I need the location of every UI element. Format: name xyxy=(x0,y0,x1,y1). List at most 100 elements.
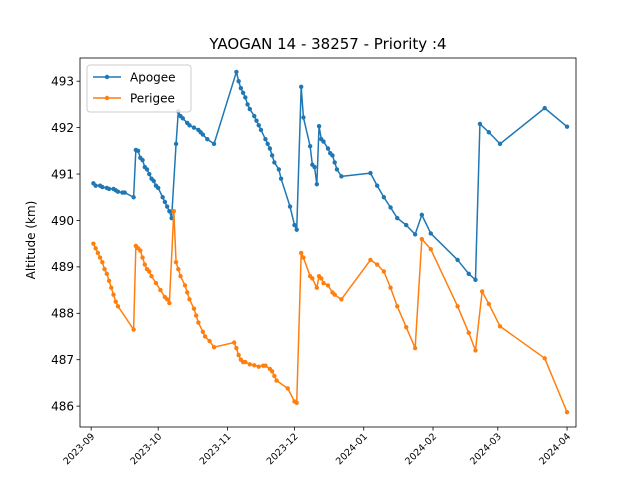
perigee-point-35 xyxy=(196,320,201,325)
apogee-point-37 xyxy=(200,132,206,137)
apogee-point-48 xyxy=(254,118,259,123)
perigee-line xyxy=(92,210,568,413)
perigee-point-15 xyxy=(138,248,143,253)
apogee-point-55 xyxy=(272,160,277,165)
apogee-point-90 xyxy=(497,141,503,147)
perigee-point-25 xyxy=(167,300,172,306)
perigee-point-39 xyxy=(211,344,217,350)
perigee-point-59 xyxy=(301,255,306,260)
perigee-point-77 xyxy=(419,236,425,242)
apogee-point-45 xyxy=(245,102,250,107)
perigee-point-55 xyxy=(285,386,290,391)
perigee-point-2 xyxy=(95,250,101,256)
perigee-point-47 xyxy=(252,363,257,368)
apogee-point-40 xyxy=(234,69,239,75)
apogee-point-80 xyxy=(395,215,400,221)
apogee-point-82 xyxy=(412,232,418,237)
apogee-point-22 xyxy=(156,185,161,191)
perigee-point-12 xyxy=(131,327,136,332)
apogee-point-72 xyxy=(330,153,335,158)
apogee-point-31 xyxy=(180,116,185,121)
plot-frame xyxy=(79,57,577,428)
perigee-point-76 xyxy=(412,345,418,351)
perigee-point-85 xyxy=(542,356,547,361)
perigee-point-17 xyxy=(142,262,147,267)
perigee-point-62 xyxy=(314,285,320,290)
apogee-point-60 xyxy=(294,227,299,232)
apogee-point-74 xyxy=(334,167,340,172)
apogee-point-43 xyxy=(240,90,246,96)
apogee-point-49 xyxy=(256,123,261,128)
perigee-point-71 xyxy=(374,262,380,267)
apogee-point-87 xyxy=(473,277,478,283)
perigee-point-5 xyxy=(102,266,107,272)
perigee-point-74 xyxy=(395,304,400,309)
perigee-point-66 xyxy=(325,283,331,288)
x-tick-label-6: 2024-03 xyxy=(468,431,504,467)
x-tick-label-5: 2024-02 xyxy=(403,431,439,467)
apogee-point-78 xyxy=(381,195,387,200)
apogee-point-89 xyxy=(486,130,492,135)
apogee-point-69 xyxy=(321,139,326,144)
apogee-point-57 xyxy=(278,176,284,181)
perigee-point-30 xyxy=(182,283,188,288)
perigee-point-86 xyxy=(564,409,570,415)
apogee-point-3 xyxy=(100,184,105,190)
apogee-point-83 xyxy=(419,212,425,218)
apogee-point-34 xyxy=(191,125,197,130)
apogee-point-5 xyxy=(106,186,112,192)
apogee-point-53 xyxy=(267,146,273,151)
apogee-point-70 xyxy=(325,146,331,151)
apogee-point-18 xyxy=(147,171,152,177)
perigee-point-82 xyxy=(479,289,485,294)
apogee-point-59 xyxy=(292,222,297,228)
perigee-point-3 xyxy=(97,255,103,260)
y-tick-label-0: 486 xyxy=(51,399,74,413)
apogee-series xyxy=(91,69,570,283)
x-tick-label-1: 2023-10 xyxy=(128,431,164,467)
perigee-point-80 xyxy=(466,330,471,335)
apogee-point-65 xyxy=(312,164,317,170)
perigee-point-83 xyxy=(486,301,492,307)
apogee-point-8 xyxy=(115,189,121,194)
perigee-point-21 xyxy=(153,280,159,286)
apogee-point-42 xyxy=(238,85,244,91)
apogee-point-62 xyxy=(301,115,306,120)
perigee-point-54 xyxy=(274,378,279,383)
apogee-point-54 xyxy=(269,153,275,158)
apogee-point-76 xyxy=(368,170,373,176)
apogee-point-66 xyxy=(314,182,320,187)
apogee-point-26 xyxy=(167,208,172,214)
apogee-point-44 xyxy=(243,95,248,100)
apogee-point-28 xyxy=(173,141,179,147)
apogee-point-46 xyxy=(247,106,252,112)
perigee-point-70 xyxy=(368,257,373,263)
perigee-point-6 xyxy=(104,271,110,277)
y-tick-label-6: 492 xyxy=(51,121,74,135)
apogee-point-84 xyxy=(428,231,433,236)
apogee-point-56 xyxy=(276,167,282,172)
perigee-series xyxy=(91,208,570,415)
perigee-point-78 xyxy=(428,247,433,252)
perigee-point-20 xyxy=(149,273,154,279)
perigee-point-84 xyxy=(497,324,503,329)
perigee-point-69 xyxy=(339,297,344,302)
perigee-point-45 xyxy=(243,359,248,365)
legend-apogee-marker xyxy=(104,74,110,80)
apogee-point-88 xyxy=(477,121,483,127)
axes-layer: 486 487 488 489 490 491 492 493 2023-09 2023-10 20… xyxy=(51,75,573,468)
apogee-point-85 xyxy=(455,257,460,263)
y-tick-label-3: 489 xyxy=(51,260,74,274)
perigee-point-68 xyxy=(332,292,337,297)
apogee-point-10 xyxy=(122,190,127,195)
apogee-point-67 xyxy=(316,124,322,129)
apogee-point-77 xyxy=(374,183,380,188)
perigee-point-1 xyxy=(93,246,98,251)
perigee-point-42 xyxy=(236,352,241,358)
perigee-point-26 xyxy=(171,208,177,214)
y-tick-label-2: 488 xyxy=(51,307,74,321)
legend-perigee-label: Perigee xyxy=(130,91,175,105)
perigee-point-16 xyxy=(140,255,145,260)
